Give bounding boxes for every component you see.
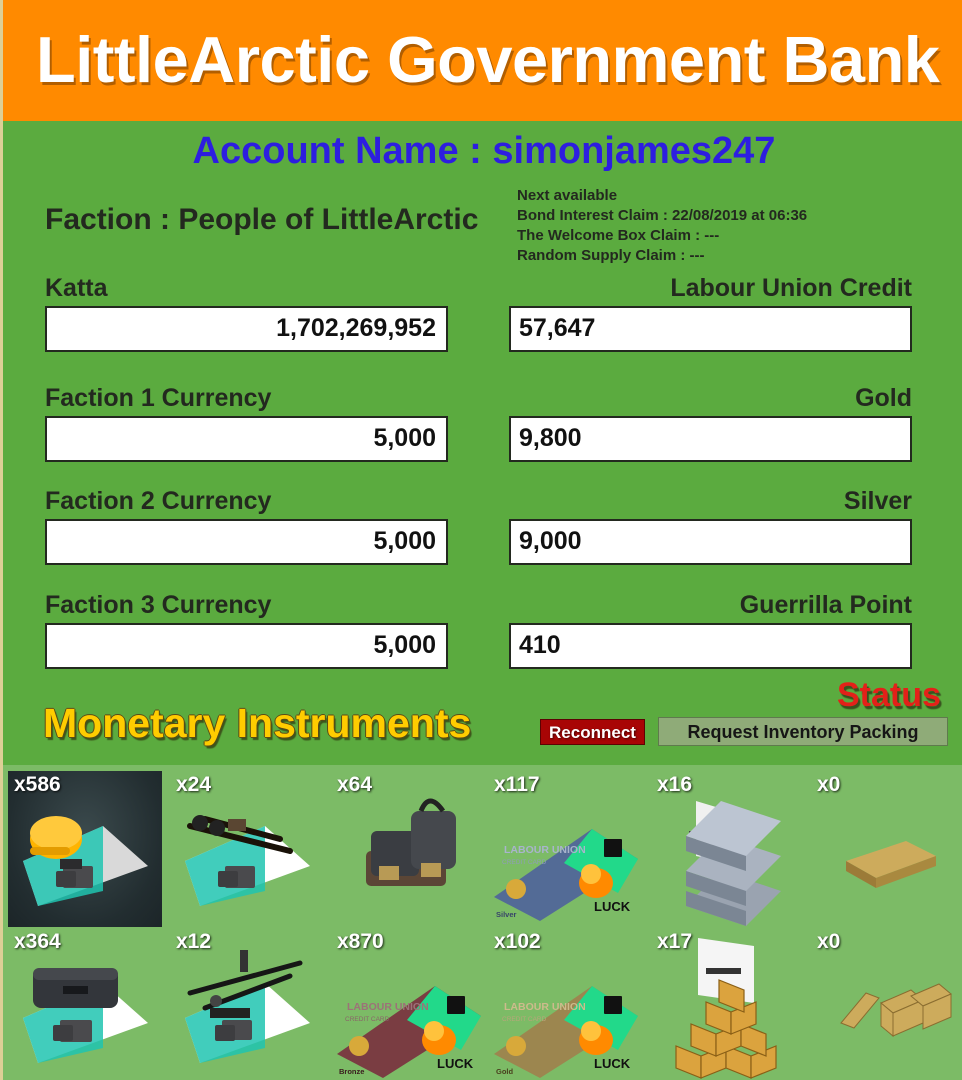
svg-text:LUCK: LUCK (594, 1056, 631, 1071)
svg-text:LABOUR UNION: LABOUR UNION (504, 844, 586, 856)
svg-text:LABOUR UNION: LABOUR UNION (347, 1001, 429, 1013)
svg-text:Silver: Silver (496, 910, 517, 919)
svg-text:CREDIT CARD: CREDIT CARD (502, 1016, 547, 1023)
svg-text:LABOUR UNION: LABOUR UNION (504, 1001, 586, 1013)
svg-text:CREDIT CARD: CREDIT CARD (345, 1016, 390, 1023)
svg-text:CREDIT CARD: CREDIT CARD (502, 859, 547, 866)
svg-text:LUCK: LUCK (437, 1056, 474, 1071)
svg-text:Gold: Gold (496, 1067, 513, 1076)
svg-text:LUCK: LUCK (594, 899, 631, 914)
svg-text:Bronze: Bronze (339, 1067, 364, 1076)
